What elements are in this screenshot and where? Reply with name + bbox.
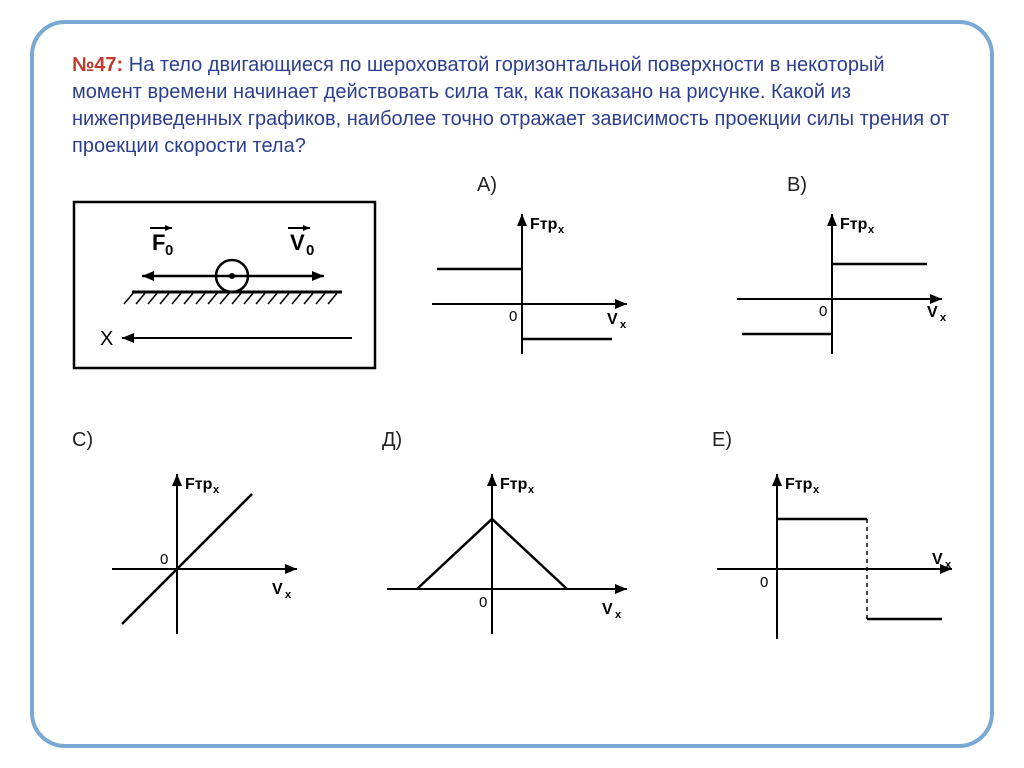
graph-A: Fтр x V x 0 xyxy=(412,199,642,374)
svg-text:x: x xyxy=(868,224,875,236)
svg-text:0: 0 xyxy=(760,574,768,591)
x-axis-label: X xyxy=(100,328,113,350)
svg-text:x: x xyxy=(813,484,820,496)
svg-text:x: x xyxy=(940,312,947,324)
svg-text:V: V xyxy=(607,311,618,328)
svg-text:Fтр: Fтр xyxy=(185,476,213,493)
problem-frame: №47: На тело двигающиеся по шероховатой … xyxy=(30,20,994,748)
svg-text:V: V xyxy=(927,304,938,321)
svg-text:x: x xyxy=(615,609,622,621)
graph-C: Fтр x V x 0 xyxy=(92,459,312,654)
svg-text:x: x xyxy=(285,589,292,601)
svg-text:Fтр: Fтр xyxy=(785,476,813,493)
svg-text:V: V xyxy=(272,581,283,598)
svg-text:V: V xyxy=(602,601,613,618)
svg-text:0: 0 xyxy=(819,303,827,320)
problem-number: №47: xyxy=(72,54,123,76)
setup-diagram: F 0 V 0 X xyxy=(72,200,377,370)
content-grid: F 0 V 0 X А) xyxy=(72,174,952,714)
svg-text:0: 0 xyxy=(306,242,314,259)
svg-text:Fтр: Fтр xyxy=(530,216,558,233)
label-D: Д) xyxy=(382,429,402,452)
svg-text:V: V xyxy=(932,551,943,568)
svg-text:x: x xyxy=(620,319,627,331)
svg-text:x: x xyxy=(528,484,535,496)
svg-text:x: x xyxy=(945,559,952,571)
label-C: С) xyxy=(72,429,93,452)
svg-text:x: x xyxy=(213,484,220,496)
graph-E: Fтр x V x 0 xyxy=(702,459,967,659)
graph-D: Fтр x V x 0 xyxy=(372,459,642,654)
svg-text:0: 0 xyxy=(160,551,168,568)
label-E: Е) xyxy=(712,429,732,452)
svg-text:Fтр: Fтр xyxy=(840,216,868,233)
problem-body: На тело двигающиеся по шероховатой гориз… xyxy=(72,54,949,157)
graph-B: Fтр x V x 0 xyxy=(717,199,957,374)
svg-text:x: x xyxy=(558,224,565,236)
svg-text:0: 0 xyxy=(509,308,517,325)
question-text: №47: На тело двигающиеся по шероховатой … xyxy=(72,52,952,160)
velocity-label: V xyxy=(290,230,305,255)
svg-text:0: 0 xyxy=(165,242,173,259)
force-label: F xyxy=(152,230,165,255)
svg-text:0: 0 xyxy=(479,594,487,611)
svg-text:Fтр: Fтр xyxy=(500,476,528,493)
label-A: А) xyxy=(477,174,497,197)
label-B: В) xyxy=(787,174,807,197)
